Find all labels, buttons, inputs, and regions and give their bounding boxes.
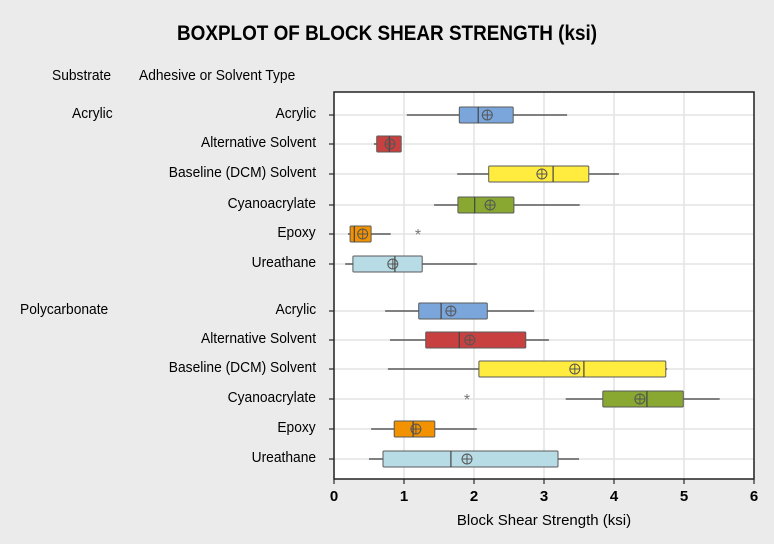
type-label: Epoxy (277, 419, 316, 436)
plot-frame (333, 91, 755, 480)
x-tick-label: 4 (610, 488, 619, 505)
type-label: Epoxy (277, 224, 316, 241)
x-tick-label: 5 (680, 488, 688, 505)
type-label: Baseline (DCM) Solvent (168, 164, 316, 181)
outlier: * (464, 392, 470, 409)
x-tick-label: 1 (400, 488, 408, 505)
substrate-label: Polycarbonate (20, 301, 109, 318)
type-label: Alternative Solvent (200, 134, 316, 151)
header-substrate: Substrate (52, 67, 112, 84)
type-label: Ureathane (251, 254, 316, 271)
outlier: * (415, 227, 421, 244)
x-tick-label: 6 (750, 488, 758, 505)
type-label: Cyanoacrylate (227, 195, 316, 212)
box (425, 331, 527, 349)
type-label: Ureathane (251, 449, 316, 466)
type-label: Alternative Solvent (200, 330, 316, 347)
chart-title: BOXPLOT OF BLOCK SHEAR STRENGTH (ksi) (176, 22, 598, 45)
substrate-label: Acrylic (72, 105, 113, 122)
type-label: Baseline (DCM) Solvent (168, 359, 316, 376)
x-tick-label: 0 (330, 488, 338, 505)
type-label: Cyanoacrylate (227, 389, 316, 406)
x-tick-label: 3 (540, 488, 548, 505)
header-type: Adhesive or Solvent Type (139, 67, 296, 84)
type-label: Acrylic (275, 105, 316, 122)
type-label: Acrylic (275, 301, 316, 318)
x-axis-label: Block Shear Strength (ksi) (456, 512, 632, 529)
x-tick-label: 2 (470, 488, 478, 505)
